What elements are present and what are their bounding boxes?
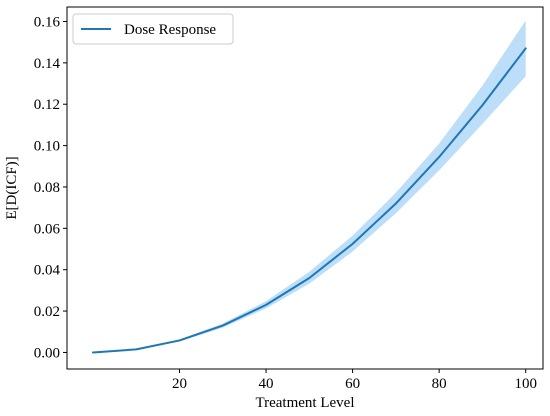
x-axis-label: Treatment Level — [255, 395, 354, 411]
y-axis-ticks: 0.00 0.02 0.04 0.06 0.08 0.10 0.12 0.14 0.16 — [34, 14, 67, 361]
y-tick-label: 0.16 — [34, 14, 61, 30]
x-tick-label: 40 — [259, 376, 274, 392]
y-tick-label: 0.08 — [34, 180, 60, 196]
y-axis-label: E[D(ICF)] — [4, 156, 20, 219]
legend: Dose Response — [72, 13, 234, 45]
x-tick-label: 100 — [514, 376, 537, 392]
y-tick-label: 0.04 — [34, 263, 61, 279]
y-tick-label: 0.06 — [34, 221, 61, 237]
legend-label-dose-response: Dose Response — [124, 22, 216, 38]
series-line-dose-response — [91, 47, 527, 354]
plot-area-frame — [66, 6, 544, 370]
x-tick-label: 80 — [432, 376, 447, 392]
y-tick-label: 0.10 — [34, 139, 60, 155]
y-tick-label: 0.14 — [34, 56, 61, 72]
legend-box — [72, 13, 234, 45]
series-line-layer — [91, 47, 527, 354]
x-tick-label: 60 — [345, 376, 360, 392]
y-tick-label: 0.00 — [34, 345, 60, 361]
y-tick-label: 0.12 — [34, 97, 60, 113]
x-axis-ticks: 20 40 60 80 100 — [172, 369, 537, 392]
y-tick-label: 0.02 — [34, 304, 60, 320]
confidence-band-layer — [92, 20, 526, 353]
confidence-band — [92, 20, 526, 353]
x-tick-label: 20 — [172, 376, 187, 392]
